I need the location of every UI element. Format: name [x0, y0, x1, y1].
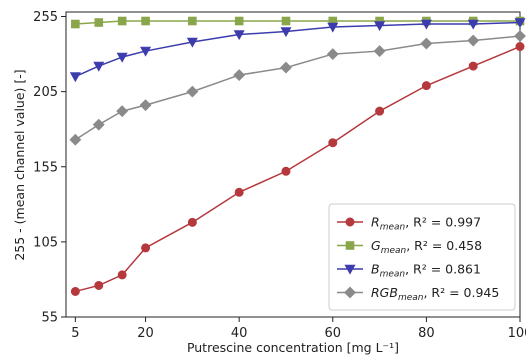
data-point — [94, 280, 104, 290]
data-point — [186, 37, 198, 48]
data-point — [70, 286, 80, 296]
y-tick-label: 105 — [33, 235, 58, 250]
data-point — [281, 16, 291, 26]
plot-frame — [65, 11, 521, 318]
data-point — [93, 61, 105, 72]
series-g — [71, 16, 525, 29]
data-point — [374, 21, 386, 32]
data-point — [514, 18, 526, 29]
data-point — [421, 81, 431, 91]
data-point — [92, 118, 105, 131]
series-b — [69, 18, 526, 83]
data-point — [375, 106, 385, 116]
y-tick-label: 205 — [33, 85, 58, 100]
data-point — [187, 217, 197, 227]
data-point — [468, 61, 478, 71]
legend-marker — [344, 264, 356, 275]
data-point — [514, 30, 526, 42]
x-tick-label: 40 — [231, 326, 248, 341]
data-point — [280, 61, 292, 74]
data-point — [233, 30, 245, 41]
x-axis: 5 20 40 60 80 100 — [71, 317, 526, 341]
data-point — [280, 27, 292, 38]
data-point — [327, 22, 339, 33]
legend: Rmean, R² = 0.997 Gmean, R² = 0.458 Bmean,… — [328, 203, 516, 311]
legend-marker — [345, 241, 355, 250]
data-point — [281, 166, 291, 176]
data-point — [116, 52, 128, 63]
data-point — [188, 16, 197, 26]
data-point — [467, 19, 479, 30]
data-point — [420, 19, 432, 30]
legend-label: Rmean, R² = 0.997 — [371, 215, 481, 233]
data-point — [117, 16, 127, 26]
legend-marker — [345, 217, 355, 227]
x-tick-label: 60 — [325, 326, 342, 341]
data-point — [139, 99, 152, 112]
legend-entry: Rmean, R² = 0.997 — [337, 215, 481, 233]
y-tick-label: 155 — [33, 160, 58, 175]
x-tick-label: 5 — [71, 326, 79, 341]
legend-entry: RGBmean, R² = 0.945 — [337, 285, 499, 303]
data-point — [328, 138, 338, 148]
x-tick-label: 80 — [418, 326, 435, 341]
data-point — [326, 48, 339, 60]
series-line — [75, 21, 521, 78]
legend-label: RGBmean, R² = 0.945 — [371, 285, 499, 303]
legend-box — [328, 203, 516, 311]
legend-label: Gmean, R² = 0.458 — [371, 238, 482, 256]
legend-entry: Bmean, R² = 0.861 — [337, 262, 481, 280]
x-tick-label: 20 — [137, 326, 154, 341]
legend-marker — [344, 286, 356, 299]
series-r — [70, 42, 525, 296]
data-point — [140, 46, 152, 57]
data-point — [373, 45, 386, 57]
y-tick-label: 55 — [41, 311, 58, 326]
data-point — [69, 133, 82, 146]
x-tick-label: 100 — [508, 326, 526, 341]
data-point — [234, 187, 244, 197]
legend-entry: Gmean, R² = 0.458 — [337, 238, 482, 256]
data-point — [94, 18, 104, 27]
data-point — [515, 42, 525, 52]
data-point — [117, 270, 127, 280]
data-point — [141, 243, 151, 253]
data-point — [467, 34, 480, 47]
data-point — [71, 19, 80, 29]
y-axis-label: 255 - (mean channel value) [-] — [12, 69, 27, 260]
y-axis: 55 105 155 205 255 — [33, 10, 66, 326]
y-tick-label: 255 — [33, 10, 58, 25]
series-line — [74, 35, 521, 141]
series-layer — [69, 16, 526, 296]
x-axis-label: Putrescine concentration [mg L⁻¹] — [187, 340, 399, 355]
data-point — [420, 37, 433, 50]
data-point — [233, 69, 246, 82]
data-point — [186, 85, 199, 98]
data-point — [141, 16, 150, 26]
data-point — [234, 16, 244, 26]
legend-label: Bmean, R² = 0.861 — [371, 262, 481, 280]
data-point — [116, 105, 129, 118]
data-point — [69, 72, 81, 83]
series-rgb — [69, 30, 526, 146]
